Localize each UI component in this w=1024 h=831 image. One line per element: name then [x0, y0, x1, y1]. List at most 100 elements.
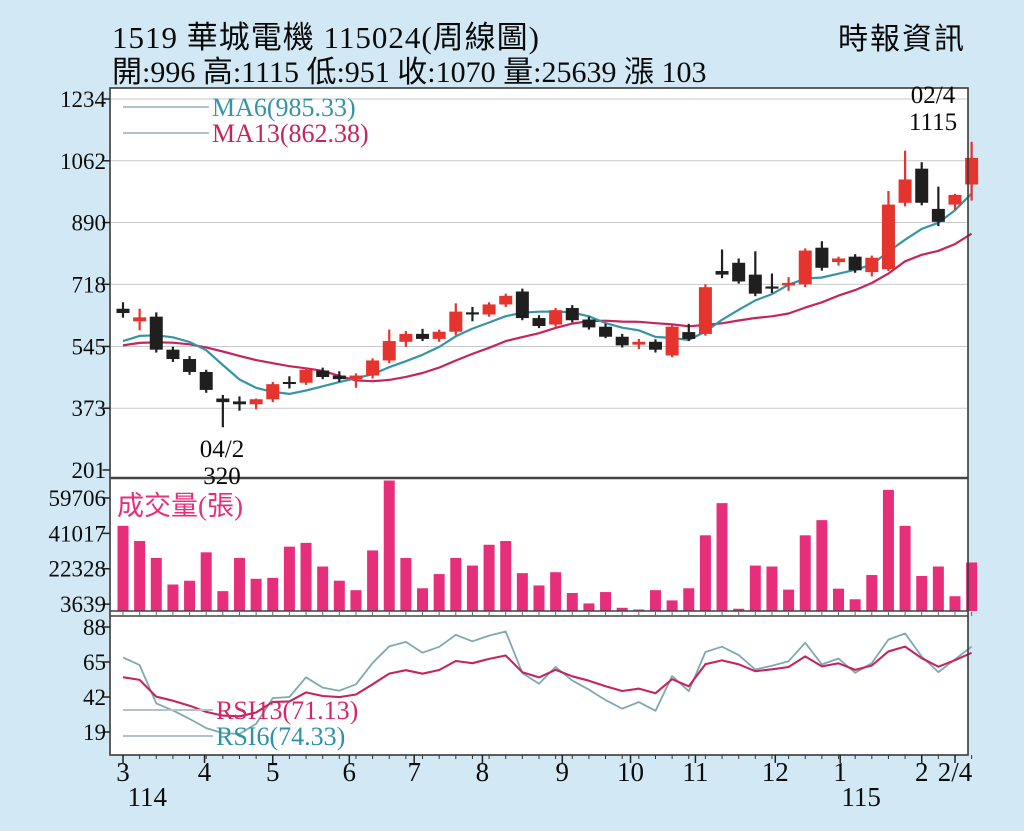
- ma6-legend-label: MA6(985.33): [212, 93, 356, 122]
- volume-bar: [167, 584, 179, 611]
- candle-up: [881, 204, 895, 270]
- price-tick-label: 890: [72, 211, 107, 236]
- price-tick-label: 1062: [60, 149, 106, 174]
- volume-bar: [799, 535, 811, 611]
- month-tick-label: 2/4: [938, 757, 973, 787]
- rsi-tick-label: 88: [83, 615, 106, 640]
- high-point-price: 1115: [908, 109, 958, 136]
- ma13-legend-label: MA13(862.38): [212, 119, 369, 148]
- candle-down: [216, 398, 230, 403]
- candle-up: [249, 399, 263, 405]
- volume-bar: [250, 578, 262, 611]
- candle-down: [682, 332, 696, 339]
- price-gridlines: [111, 98, 967, 409]
- volume-bar: [134, 540, 146, 611]
- volume-bars: [117, 480, 978, 611]
- candle-up: [449, 311, 463, 332]
- volume-bar: [350, 590, 362, 611]
- candle-up: [782, 282, 796, 286]
- volume-bar: [233, 558, 245, 611]
- price-tick-label: 545: [72, 334, 107, 359]
- candle-down: [232, 401, 246, 405]
- candle-up: [482, 304, 496, 315]
- candle-up: [399, 333, 413, 342]
- candle-up: [665, 326, 679, 356]
- candle-down: [149, 316, 163, 350]
- volume-bar: [117, 525, 129, 611]
- candle-down: [116, 308, 130, 314]
- candle-up: [266, 384, 280, 400]
- candle-down: [748, 274, 762, 294]
- page-title: 1519 華城電機 115024(周線圖): [112, 20, 540, 55]
- month-tick-label: 3: [116, 757, 130, 787]
- volume-bar: [866, 575, 878, 611]
- volume-bar: [882, 489, 894, 611]
- rsi13-legend-label: RSI13(71.13): [216, 696, 359, 725]
- candle-up: [133, 317, 147, 322]
- candle-down: [465, 312, 479, 315]
- volume-tick-label: 3639: [60, 592, 106, 617]
- volume-bar: [184, 580, 196, 611]
- volume-bar: [300, 542, 312, 611]
- volume-bar: [400, 558, 412, 611]
- candle-up: [299, 369, 313, 383]
- month-tick-label: 11: [682, 757, 708, 787]
- volume-bar: [916, 575, 928, 611]
- candle-up: [366, 360, 380, 376]
- candle-down: [332, 375, 346, 380]
- volume-bar: [333, 580, 345, 611]
- volume-bar: [367, 550, 379, 611]
- candle-up: [632, 341, 646, 345]
- month-tick-label: 1: [833, 757, 847, 787]
- volume-bar: [966, 562, 978, 611]
- volume-bar: [483, 544, 495, 611]
- axis-labels: 1234106289071854537320159706410172232836…: [49, 87, 973, 812]
- month-tick-label: 8: [476, 757, 490, 787]
- volume-bar: [466, 565, 478, 611]
- volume-bar: [267, 577, 279, 611]
- low-point-price: 320: [203, 463, 241, 490]
- rsi13-legend-swatch: [123, 709, 213, 711]
- candle-down: [515, 291, 529, 319]
- rsi6-legend-swatch: [123, 735, 213, 737]
- volume-bar: [749, 565, 761, 611]
- volume-tick-label: 22328: [49, 557, 107, 582]
- candle-down: [316, 370, 330, 377]
- price-tick-label: 201: [72, 458, 107, 483]
- volume-bar: [500, 540, 512, 611]
- volume-bar: [533, 585, 545, 611]
- candle-down: [815, 247, 829, 268]
- candle-down: [599, 326, 613, 337]
- rsi-tick-label: 65: [83, 650, 106, 675]
- month-tick-label: 12: [762, 757, 789, 787]
- candle-down: [582, 319, 596, 328]
- source-label: 時報資訊: [838, 23, 966, 56]
- month-tick-label: 10: [617, 757, 644, 787]
- volume-bar: [716, 503, 728, 611]
- volume-bar: [649, 590, 661, 611]
- moving-average-lines: [122, 192, 973, 395]
- candle-down: [848, 256, 862, 271]
- volume-bar: [317, 566, 329, 611]
- volume-bar: [699, 535, 711, 611]
- candle-up: [832, 258, 846, 263]
- candle-down: [931, 208, 945, 222]
- volume-bar: [150, 558, 162, 611]
- volume-bar: [600, 592, 612, 611]
- volume-bar: [633, 609, 645, 611]
- candle-up: [698, 287, 712, 334]
- volume-bar: [899, 525, 911, 611]
- price-tick-label: 1234: [60, 87, 107, 112]
- candle-up: [898, 179, 912, 203]
- rsi6-legend-label: RSI6(74.33): [216, 722, 346, 751]
- candle-down: [732, 262, 746, 282]
- volume-bar: [433, 574, 445, 611]
- low-point-annotation: 04/2 320: [180, 436, 264, 490]
- volume-bar: [733, 608, 745, 611]
- candle-up: [499, 295, 513, 305]
- candle-up: [549, 310, 563, 325]
- volume-bar: [932, 566, 944, 611]
- price-tick-label: 373: [72, 396, 107, 421]
- volume-bar: [283, 546, 295, 611]
